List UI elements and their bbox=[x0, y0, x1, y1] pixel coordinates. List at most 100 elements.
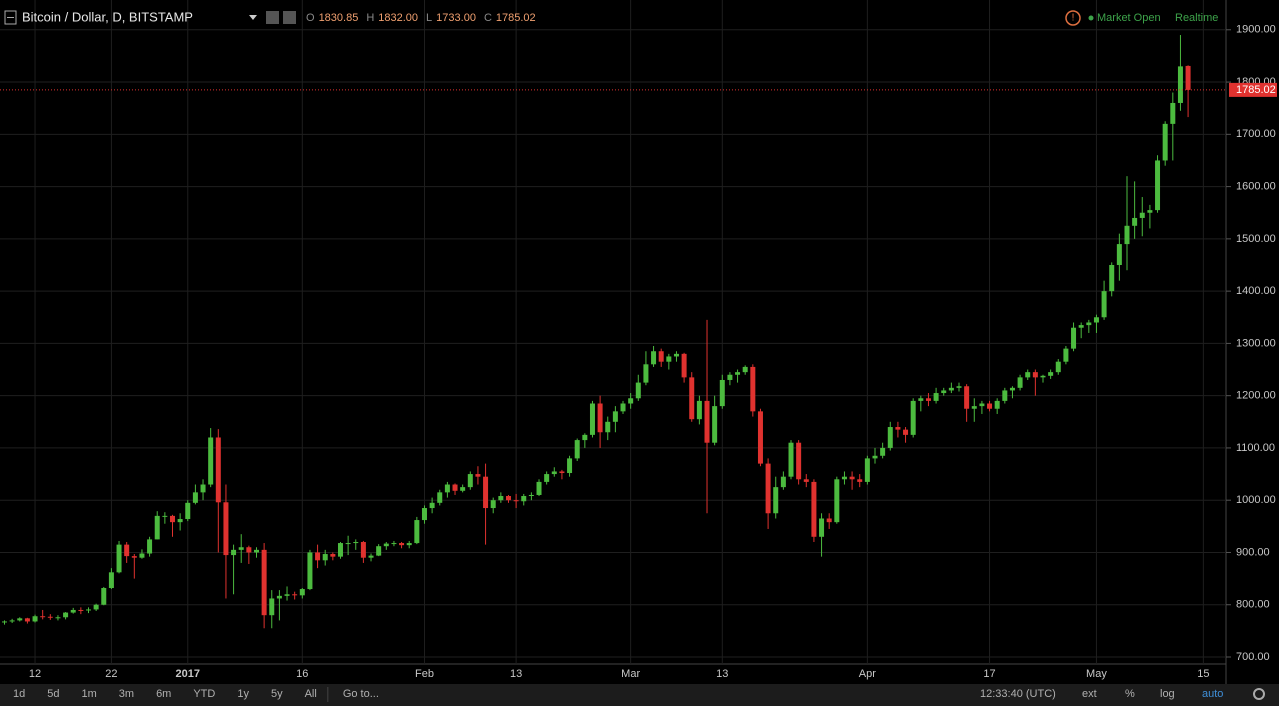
candle-body bbox=[47, 616, 53, 618]
range-button[interactable]: 6m bbox=[156, 688, 171, 700]
range-button[interactable]: YTD bbox=[193, 688, 215, 700]
candle-body bbox=[933, 393, 939, 401]
candle-body bbox=[200, 484, 206, 493]
candle-body bbox=[819, 518, 825, 537]
collapse-icon[interactable] bbox=[4, 10, 17, 25]
candle bbox=[101, 586, 107, 606]
candle-body bbox=[872, 455, 878, 459]
candle-body bbox=[70, 609, 76, 613]
ohlc-value: 1832.00 bbox=[378, 12, 418, 24]
candle bbox=[231, 544, 237, 595]
range-button[interactable]: 5y bbox=[271, 688, 283, 700]
candle-body bbox=[299, 589, 305, 596]
y-tick-label: 1400.00 bbox=[1236, 285, 1276, 297]
candle-body bbox=[1116, 244, 1122, 265]
candle bbox=[1055, 359, 1061, 375]
candle-body bbox=[1109, 264, 1115, 292]
candle-body bbox=[1025, 372, 1031, 378]
candle bbox=[376, 544, 382, 557]
dropdown-arrow[interactable] bbox=[249, 15, 257, 20]
candle-body bbox=[803, 479, 809, 482]
range-button[interactable]: 1m bbox=[82, 688, 97, 700]
range-button[interactable]: 3m bbox=[119, 688, 134, 700]
candle bbox=[536, 479, 542, 497]
candle bbox=[284, 586, 290, 601]
candle-body bbox=[391, 543, 397, 545]
toolbar bbox=[0, 684, 1279, 706]
candle-body bbox=[101, 588, 107, 605]
candle bbox=[93, 603, 99, 612]
candle-body bbox=[169, 515, 175, 523]
candle-body bbox=[1002, 390, 1008, 401]
candle bbox=[337, 542, 343, 559]
candle-body bbox=[612, 411, 618, 422]
candle bbox=[803, 474, 809, 488]
candle-body bbox=[505, 496, 511, 501]
candle bbox=[63, 612, 69, 620]
candle-body bbox=[1185, 65, 1191, 90]
candle-body bbox=[628, 398, 634, 404]
labels: 700.00 800.00 900.00 1000.00 1100.00 1200.00 1… bbox=[0, 24, 1277, 680]
candle-body bbox=[460, 487, 466, 491]
candle-body bbox=[376, 546, 382, 556]
candle bbox=[383, 542, 389, 550]
option-button[interactable]: % bbox=[1125, 688, 1135, 700]
candle bbox=[819, 513, 825, 557]
candle bbox=[353, 539, 359, 550]
candle-body bbox=[399, 543, 405, 546]
candle-body bbox=[727, 374, 733, 380]
candle-body bbox=[673, 353, 679, 357]
candle bbox=[712, 395, 718, 446]
chart-title[interactable]: Bitcoin / Dollar, D, BITSTAMP bbox=[22, 9, 193, 24]
candle bbox=[467, 471, 473, 490]
option-button[interactable]: log bbox=[1160, 688, 1175, 700]
candle-body bbox=[330, 554, 336, 557]
candle-body bbox=[864, 458, 870, 482]
ohlc-key: H bbox=[366, 12, 374, 24]
candle bbox=[215, 429, 221, 553]
candle-body bbox=[605, 421, 611, 433]
candle bbox=[544, 471, 550, 485]
candle-body bbox=[1139, 212, 1145, 218]
candle-body bbox=[1055, 361, 1061, 373]
candle bbox=[651, 346, 657, 367]
candle bbox=[246, 545, 252, 564]
candle-body bbox=[261, 549, 267, 616]
candle-body bbox=[345, 543, 351, 545]
candle-body bbox=[368, 555, 374, 558]
eye-icon[interactable] bbox=[266, 11, 279, 24]
range-button[interactable]: All bbox=[305, 688, 317, 700]
range-button[interactable]: 1y bbox=[237, 688, 249, 700]
candle bbox=[406, 540, 412, 549]
candle-body bbox=[93, 604, 99, 610]
alert-icon[interactable] bbox=[1065, 10, 1081, 26]
candle-body bbox=[467, 474, 473, 488]
range-button[interactable]: 5d bbox=[47, 688, 59, 700]
candle-body bbox=[956, 386, 962, 388]
option-button[interactable]: auto bbox=[1202, 688, 1223, 700]
candle-body bbox=[574, 440, 580, 459]
option-button[interactable]: ext bbox=[1082, 688, 1097, 700]
candle bbox=[490, 497, 496, 514]
settings-icon[interactable] bbox=[283, 11, 296, 24]
candle-body bbox=[925, 398, 931, 401]
goto-button[interactable]: Go to... bbox=[343, 688, 379, 700]
candle bbox=[139, 549, 145, 559]
x-tick-label: 13 bbox=[510, 668, 522, 680]
candle bbox=[880, 442, 886, 459]
candle bbox=[131, 554, 137, 579]
candle-body bbox=[521, 496, 527, 502]
candle-body bbox=[735, 372, 741, 375]
candle bbox=[208, 428, 214, 488]
candle-body bbox=[582, 434, 588, 441]
candle-body bbox=[635, 382, 641, 399]
candle-body bbox=[826, 518, 832, 523]
range-button[interactable]: 1d bbox=[13, 688, 25, 700]
candle-body bbox=[337, 543, 343, 557]
candle bbox=[483, 463, 489, 545]
settings-gear[interactable] bbox=[1253, 688, 1265, 700]
ohlc-value: 1733.00 bbox=[436, 12, 476, 24]
candle bbox=[1002, 387, 1008, 404]
candle bbox=[360, 540, 366, 563]
x-tick-label: Feb bbox=[415, 668, 434, 680]
